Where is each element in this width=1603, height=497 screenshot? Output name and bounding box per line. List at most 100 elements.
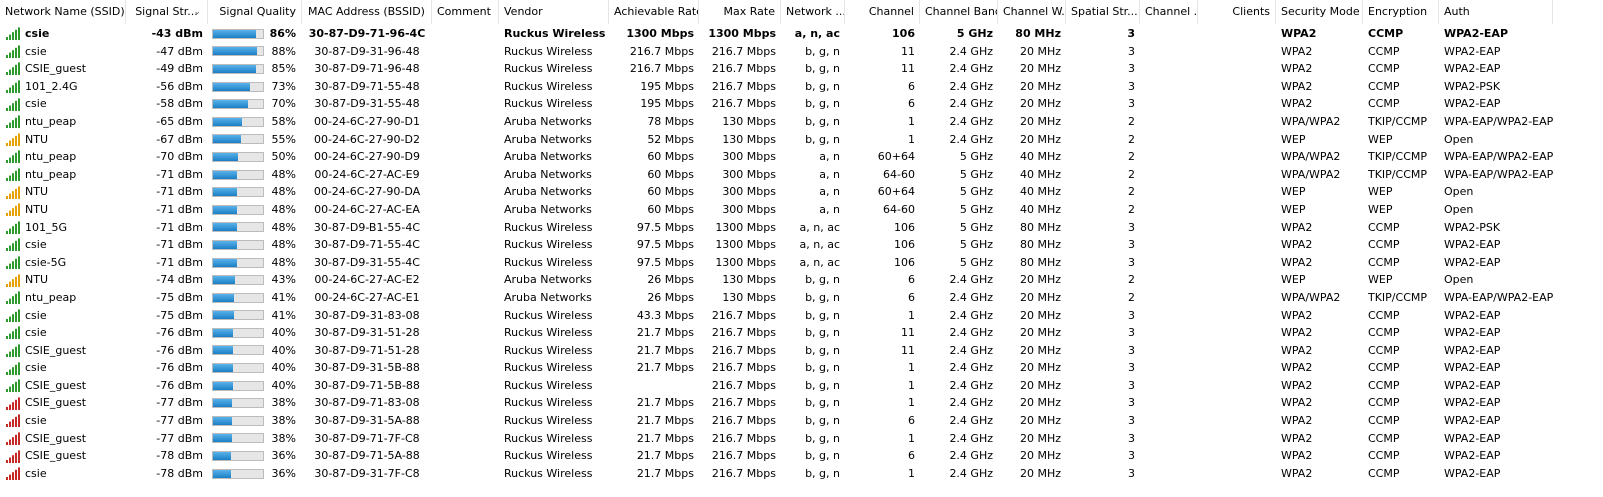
column-header-comment[interactable]: Comment [432, 0, 499, 24]
security-mode-cell: WPA2 [1281, 343, 1313, 357]
clients-cell [1198, 324, 1276, 342]
channel-width-cell: 20 MHz [1019, 361, 1061, 375]
table-row[interactable]: csie -77 dBm 38% 30-87-D9-31-5A-88 Ruckus Wi… [0, 412, 1603, 430]
table-row[interactable]: csie -58 dBm 70% 30-87-D9-31-55-48 Ruckus Wi… [0, 95, 1603, 113]
clients-cell [1198, 254, 1276, 272]
column-header-signal-quality[interactable]: Signal Quality [208, 0, 302, 24]
table-header: Network Name (SSID) Signal Str... ⌄ Sign… [0, 0, 1603, 25]
table-row[interactable]: ntu_peap -75 dBm 41% 00-24-6C-27-AC-E1 Aruba… [0, 289, 1603, 307]
signal-green-icon [6, 27, 20, 41]
column-header-signal-strength[interactable]: Signal Str... ⌄ [126, 0, 208, 24]
signal-red-icon [6, 467, 20, 481]
vendor-cell: Ruckus Wireless [504, 255, 593, 269]
comment-cell [432, 43, 499, 61]
signal-quality-bar [212, 345, 264, 356]
column-header-encryption[interactable]: Encryption [1363, 0, 1439, 24]
signal-quality-percent: 48% [271, 202, 296, 216]
channel-band-cell: 2.4 GHz [949, 62, 993, 76]
table-row[interactable]: ntu_peap -65 dBm 58% 00-24-6C-27-90-D1 Aruba… [0, 113, 1603, 131]
mac-address-cell: 30-87-D9-71-83-08 [314, 396, 420, 410]
mac-address-cell: 30-87-D9-31-7F-C8 [314, 466, 420, 480]
table-row[interactable]: CSIE_guest -77 dBm 38% 30-87-D9-71-7F-C8 Ruc… [0, 430, 1603, 448]
table-row[interactable]: CSIE_guest -76 dBm 40% 30-87-D9-71-5B-88 Ruc… [0, 377, 1603, 395]
signal-quality-cell: 36% [208, 447, 302, 465]
table-row[interactable]: csie -76 dBm 40% 30-87-D9-31-51-28 Ruckus Wi… [0, 324, 1603, 342]
table-row[interactable]: csie-5G -71 dBm 48% 30-87-D9-31-55-4C Ruckus… [0, 254, 1603, 272]
ssid-label: csie [25, 414, 47, 428]
ssid-label: csie [25, 44, 47, 58]
column-header-auth[interactable]: Auth [1439, 0, 1553, 24]
column-header-ssid[interactable]: Network Name (SSID) [0, 0, 126, 24]
channel-band-cell: 2.4 GHz [949, 273, 993, 287]
signal-quality-bar [212, 275, 264, 286]
table-row[interactable]: csie -71 dBm 48% 30-87-D9-71-55-4C Ruckus Wi… [0, 236, 1603, 254]
table-row[interactable]: ntu_peap -71 dBm 48% 00-24-6C-27-AC-E9 Aruba… [0, 166, 1603, 184]
column-header-achievable-rate[interactable]: Achievable Rate [609, 0, 699, 24]
channel-extra-cell [1140, 113, 1198, 131]
signal-quality-percent: 50% [271, 150, 296, 164]
channel-width-cell: 80 MHz [1015, 27, 1061, 40]
column-header-channel-extra[interactable]: Channel ... [1140, 0, 1198, 24]
ssid-cell: CSIE_guest [0, 447, 126, 465]
channel-width-cell: 80 MHz [1019, 255, 1061, 269]
table-row[interactable]: CSIE_guest -78 dBm 36% 30-87-D9-71-5A-88 Ruc… [0, 447, 1603, 465]
column-header-clients[interactable]: Clients [1198, 0, 1276, 24]
signal-strength-cell: -71 dBm [156, 238, 203, 252]
table-row[interactable]: 101_5G -71 dBm 48% 30-87-D9-B1-55-4C Ruckus … [0, 219, 1603, 237]
security-mode-cell: WPA2 [1281, 27, 1317, 40]
column-header-max-rate[interactable]: Max Rate [699, 0, 781, 24]
channel-cell: 6 [908, 273, 915, 287]
ssid-label: 101_2.4G [25, 79, 78, 93]
channel-cell: 6 [908, 97, 915, 111]
network-table: Network Name (SSID) Signal Str... ⌄ Sign… [0, 0, 1603, 483]
channel-band-cell: 2.4 GHz [949, 326, 993, 340]
auth-cell: WPA2-EAP [1444, 44, 1501, 58]
max-rate-cell: 216.7 Mbps [711, 326, 776, 340]
table-row[interactable]: csie -75 dBm 41% 30-87-D9-31-83-08 Ruckus Wi… [0, 307, 1603, 325]
security-mode-cell: WPA2 [1281, 308, 1313, 322]
table-row[interactable]: CSIE_guest -49 dBm 85% 30-87-D9-71-96-48 Ruc… [0, 60, 1603, 78]
table-row[interactable]: csie -76 dBm 40% 30-87-D9-31-5B-88 Ruckus Wi… [0, 359, 1603, 377]
achievable-rate-cell: 1300 Mbps [626, 27, 694, 40]
clients-cell [1198, 148, 1276, 166]
channel-extra-cell [1140, 201, 1198, 219]
table-row[interactable]: 101_2.4G -56 dBm 73% 30-87-D9-71-55-48 Rucku… [0, 78, 1603, 96]
comment-cell [432, 447, 499, 465]
channel-band-cell: 2.4 GHz [949, 361, 993, 375]
channel-extra-cell [1140, 148, 1198, 166]
table-row[interactable]: NTU -74 dBm 43% 00-24-6C-27-AC-E2 Aruba Netw… [0, 271, 1603, 289]
table-row[interactable]: csie -47 dBm 88% 30-87-D9-31-96-48 Ruckus Wi… [0, 43, 1603, 61]
clients-cell [1198, 183, 1276, 201]
signal-green-icon [6, 344, 20, 357]
column-header-channel-width[interactable]: Channel W... [998, 0, 1066, 24]
channel-band-cell: 5 GHz [959, 238, 993, 252]
column-header-mac-address[interactable]: MAC Address (BSSID) [302, 0, 432, 24]
table-row[interactable]: ntu_peap -70 dBm 50% 00-24-6C-27-90-D9 Aruba… [0, 148, 1603, 166]
table-row[interactable]: NTU -67 dBm 55% 00-24-6C-27-90-D2 Aruba Netw… [0, 131, 1603, 149]
column-header-security-mode[interactable]: Security Mode [1276, 0, 1363, 24]
column-header-channel[interactable]: Channel [845, 0, 920, 24]
comment-cell [432, 412, 499, 430]
auth-cell: Open [1444, 132, 1474, 146]
table-row[interactable]: CSIE_guest -76 dBm 40% 30-87-D9-71-51-28 Ruc… [0, 342, 1603, 360]
signal-strength-cell: -78 dBm [156, 449, 203, 463]
channel-band-cell: 2.4 GHz [949, 114, 993, 128]
column-header-channel-band[interactable]: Channel Band [920, 0, 998, 24]
encryption-cell: CCMP [1368, 466, 1400, 480]
achievable-rate-cell: 21.7 Mbps [636, 414, 694, 428]
table-row[interactable]: csie -78 dBm 36% 30-87-D9-31-7F-C8 Ruckus Wi… [0, 465, 1603, 483]
clients-cell [1198, 394, 1276, 412]
channel-width-cell: 20 MHz [1019, 62, 1061, 76]
table-row[interactable]: CSIE_guest -77 dBm 38% 30-87-D9-71-83-08 Ruc… [0, 394, 1603, 412]
column-header-vendor[interactable]: Vendor [499, 0, 609, 24]
column-header-spatial-streams[interactable]: Spatial Str... [1066, 0, 1140, 24]
table-row[interactable]: NTU -71 dBm 48% 00-24-6C-27-90-DA Aruba Netw… [0, 183, 1603, 201]
column-header-network-type[interactable]: Network ... [781, 0, 845, 24]
signal-strength-cell: -76 dBm [156, 378, 203, 392]
table-row[interactable]: csie -43 dBm 86% 30-87-D9-71-96-4C Ruckus Wi… [0, 25, 1603, 43]
signal-quality-fill [213, 135, 241, 144]
channel-cell: 11 [901, 343, 915, 357]
table-row[interactable]: NTU -71 dBm 48% 00-24-6C-27-AC-EA Aruba Netw… [0, 201, 1603, 219]
ssid-cell: NTU [0, 271, 126, 289]
channel-band-cell: 2.4 GHz [949, 414, 993, 428]
